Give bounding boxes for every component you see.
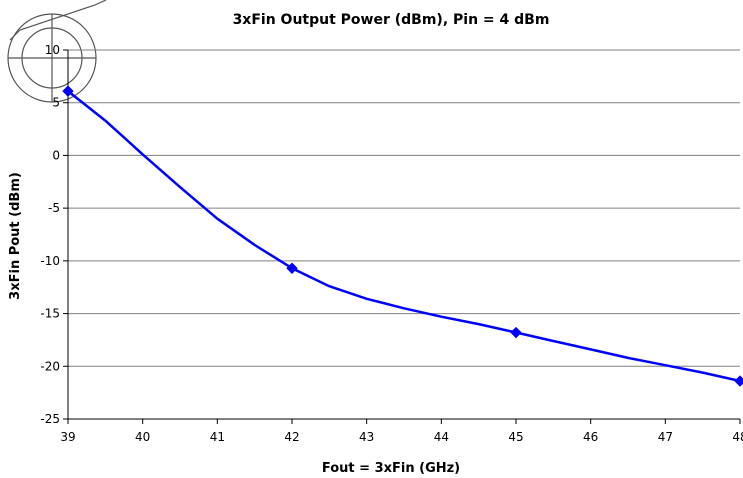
x-tick-label: 39 xyxy=(60,430,75,444)
x-tick-label: 46 xyxy=(583,430,598,444)
y-tick-label: -10 xyxy=(40,254,60,268)
x-tick-label: 48 xyxy=(732,430,743,444)
x-tick-label: 40 xyxy=(135,430,150,444)
chart-title: 3xFin Output Power (dBm), Pin = 4 dBm xyxy=(233,12,550,28)
y-tick-label: 0 xyxy=(52,148,60,162)
y-tick-label: -15 xyxy=(40,307,60,321)
x-tick-label: 41 xyxy=(210,430,225,444)
x-tick-label: 47 xyxy=(658,430,673,444)
x-tick-label: 43 xyxy=(359,430,374,444)
x-tick-label: 45 xyxy=(508,430,523,444)
y-tick-label: -25 xyxy=(40,412,60,426)
data-point-marker xyxy=(286,262,298,274)
x-tick-label: 44 xyxy=(434,430,449,444)
x-tick-label: 42 xyxy=(284,430,299,444)
data-point-marker xyxy=(62,85,74,97)
y-tick-label: -5 xyxy=(48,201,60,215)
y-axis-label: 3xFin Pout (dBm) xyxy=(8,172,23,300)
x-axis-label: Fout = 3xFin (GHz) xyxy=(322,461,460,476)
y-tick-label: 5 xyxy=(52,96,60,110)
series-line xyxy=(66,89,742,383)
x-tick-labels: 39 40 41 42 43 44 45 46 47 48 xyxy=(60,430,743,444)
series-pout xyxy=(62,85,743,387)
grid-lines xyxy=(68,49,740,367)
y-tick-label: 10 xyxy=(45,43,60,57)
watermark-logo xyxy=(7,0,107,103)
y-tick-label: -20 xyxy=(40,359,60,373)
y-tick-labels: 10 5 0 -5 -10 -15 -20 -25 xyxy=(40,43,60,426)
data-point-marker xyxy=(510,326,522,339)
axes xyxy=(63,49,741,424)
data-point-marker xyxy=(734,375,743,387)
